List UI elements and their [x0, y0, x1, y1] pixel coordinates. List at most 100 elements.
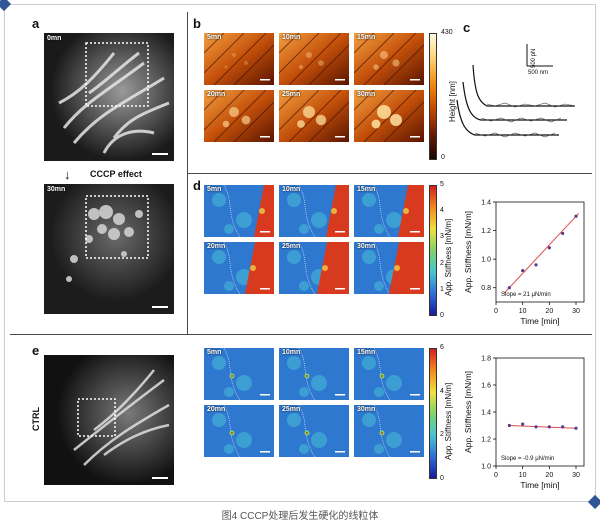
tile-time-label: 25mn — [282, 91, 301, 98]
y-tick-label: 1.2 — [481, 228, 491, 235]
stiffness-tile-0: 5mn — [204, 348, 274, 400]
data-point — [574, 214, 578, 218]
afm-tile-5: 30mn — [354, 90, 424, 142]
afm-tile-3: 20mn — [204, 90, 274, 142]
micrograph-ctrl — [44, 355, 174, 485]
micrograph-after-time: 30mn — [47, 186, 66, 193]
down-arrow-icon: ↓ — [64, 167, 71, 182]
y-tick-label: 1.8 — [481, 356, 491, 363]
y-tick-label: 1.4 — [481, 200, 491, 207]
tile-time-label: 15mn — [357, 349, 376, 356]
tile-time-label: 30mn — [357, 243, 376, 250]
tile-time-label: 20mn — [207, 406, 226, 413]
stiffness-tile-2: 15mn — [354, 348, 424, 400]
x-axis-label: Time [min] — [520, 480, 559, 490]
stiffness-tile-4: 25mn — [279, 405, 349, 457]
tile-time-label: 15mn — [357, 186, 376, 193]
tile-time-label: 5mn — [207, 186, 222, 193]
slope-annotation: Slope = 21 μN/min — [501, 292, 551, 298]
panel-label-d: d — [193, 178, 201, 193]
x-tick-label: 20 — [545, 308, 553, 315]
force-scale-label: 500 pN — [531, 48, 537, 68]
slope-annotation: Slope = -0.9 μN/min — [501, 456, 554, 462]
stiffness-tile-3: 20mn — [204, 242, 274, 294]
x-tick-label: 30 — [572, 472, 580, 479]
stiffness-tile-5: 30mn — [354, 405, 424, 457]
height-colorbar — [429, 33, 437, 160]
colorbar-tick: 1 — [440, 285, 444, 293]
tile-time-label: 10mn — [282, 186, 301, 193]
x-tick-label: 10 — [519, 308, 527, 315]
stiffness-chart-cccp: 0 10 20 30 0.8 1.0 1.2 1.4 Slope = 21 μN/min Time… — [463, 200, 585, 326]
data-point — [547, 425, 551, 429]
data-point — [574, 426, 578, 430]
height-colorbar-max: 430 — [441, 29, 453, 36]
data-point — [507, 286, 511, 290]
stiffness-tile-3: 20mn — [204, 405, 274, 457]
stiffness-tile-5: 30mn — [354, 242, 424, 294]
data-point — [507, 423, 511, 428]
x-tick-label: 0 — [494, 472, 498, 479]
colorbar-tick: 4 — [440, 207, 444, 215]
tile-time-label: 15mn — [357, 34, 376, 41]
y-tick-label: 1.0 — [481, 257, 491, 264]
stiffness-colorbar-d — [429, 185, 437, 316]
stiffness-tile-1: 10mn — [279, 348, 349, 400]
colorbar-tick: 0 — [440, 312, 444, 319]
x-axis-label: Time [min] — [520, 316, 559, 326]
tile-time-label: 25mn — [282, 406, 301, 413]
y-tick-label: 1.4 — [481, 410, 491, 417]
colorbar-tick: 2 — [440, 431, 444, 439]
length-scale-label: 500 nm — [528, 70, 549, 76]
plot-frame — [495, 201, 585, 303]
colorbar-tick: 3 — [440, 233, 444, 241]
stiffness-colorbar-d-label: App. Stiffness [mN/m] — [444, 218, 453, 296]
data-point — [547, 246, 551, 250]
figure-frame — [4, 4, 596, 502]
x-tick-label: 20 — [545, 472, 553, 479]
separator-middle — [10, 334, 592, 335]
stiffness-chart-ctrl: 0 10 20 30 1.0 1.2 1.4 1.6 1.8 Slope = -0.9 μN/mi… — [463, 356, 585, 490]
y-axis-label: App. Stiffness [mN/m] — [463, 371, 473, 453]
tile-time-label: 10mn — [282, 349, 301, 356]
y-tick-label: 1.6 — [481, 383, 491, 390]
afm-tile-4: 25mn — [279, 90, 349, 142]
panel-label-a: a — [32, 16, 40, 31]
tile-time-label: 5mn — [207, 34, 222, 41]
colorbar-tick: 5 — [440, 181, 444, 188]
stiffness-colorbar-e — [429, 348, 437, 479]
afm-tile-1: 10mn — [279, 33, 349, 85]
stiffness-tile-0: 5mn — [204, 185, 274, 237]
stiffness-tile-1: 10mn — [279, 185, 349, 237]
data-point — [561, 425, 565, 429]
tile-time-label: 20mn — [207, 91, 226, 98]
data-point — [534, 263, 538, 267]
data-point — [534, 425, 538, 429]
colorbar-tick: 0 — [440, 475, 444, 482]
height-colorbar-min: 0 — [441, 154, 445, 161]
data-point — [561, 231, 565, 236]
panel-label-c: c — [463, 20, 471, 35]
colorbar-tick: 6 — [440, 344, 444, 351]
cccp-effect-label: CCCP effect — [90, 169, 142, 179]
y-tick-label: 1.0 — [481, 464, 491, 471]
force-curves — [456, 44, 576, 138]
tile-time-label: 10mn — [282, 34, 301, 41]
tile-time-label: 25mn — [282, 243, 301, 250]
x-tick-label: 30 — [572, 308, 580, 315]
afm-tile-0: 5mn — [204, 33, 274, 85]
micrograph-after: 30mn — [44, 184, 174, 314]
panel-label-e: e — [32, 343, 40, 358]
afm-tile-2: 15mn — [354, 33, 424, 85]
micrograph-before: 0mn — [44, 33, 174, 161]
micrograph-before-time: 0mn — [47, 35, 62, 42]
x-tick-label: 0 — [494, 308, 498, 315]
panel-label-b: b — [193, 16, 201, 31]
data-point — [521, 422, 525, 426]
ctrl-label: CTRL — [31, 407, 41, 431]
fit-line — [509, 425, 577, 429]
y-tick-label: 1.2 — [481, 437, 491, 444]
x-tick-label: 10 — [519, 472, 527, 479]
y-axis-label: App. Stiffness [mN/m] — [463, 211, 473, 293]
stiffness-tile-2: 15mn — [354, 185, 424, 237]
